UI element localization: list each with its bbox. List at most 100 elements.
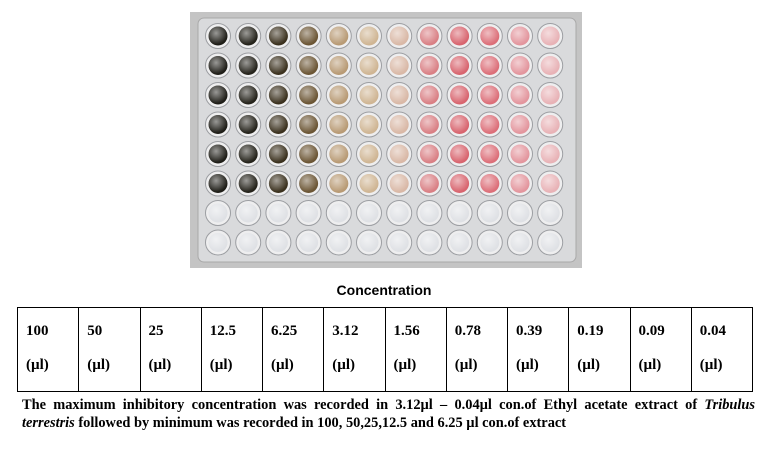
well-highlight	[268, 85, 288, 105]
well-highlight	[419, 233, 439, 252]
well-highlight	[389, 115, 409, 134]
table-cell: 3.12 (µl)	[323, 307, 386, 392]
well-highlight	[268, 203, 288, 223]
well-highlight	[480, 203, 500, 223]
well-highlight	[389, 56, 409, 75]
plate-body	[197, 17, 577, 263]
well-highlight	[540, 203, 560, 223]
well-highlight	[540, 115, 560, 134]
well-highlight	[510, 144, 530, 164]
table-cell: 100 (µl)	[16, 307, 80, 392]
well-highlight	[389, 26, 409, 46]
well-highlight	[540, 144, 560, 164]
well-highlight	[510, 26, 530, 46]
well-highlight	[329, 174, 349, 193]
well-highlight	[359, 56, 379, 75]
table-row: 100 (µl) 50 (µl) 25 (µl) 12.5 (µl) 6.25 (µl) …	[16, 307, 754, 392]
well-highlight	[268, 174, 288, 193]
well-highlight	[299, 115, 319, 134]
table-cell: 6.25 (µl)	[261, 307, 325, 392]
well-highlight	[329, 115, 349, 134]
well-highlight	[208, 233, 228, 252]
well-highlight	[389, 203, 409, 223]
well-highlight	[540, 233, 560, 252]
well-highlight	[268, 233, 288, 252]
well-highlight	[480, 233, 500, 252]
well-highlight	[238, 85, 258, 105]
well-highlight	[510, 56, 530, 75]
well-highlight	[359, 85, 379, 105]
96-well-plate-icon	[190, 12, 582, 268]
well-highlight	[419, 203, 439, 223]
well-highlight	[419, 115, 439, 134]
well-highlight	[238, 203, 258, 223]
well-highlight	[208, 203, 228, 223]
well-highlight	[450, 56, 470, 75]
well-highlight	[419, 56, 439, 75]
well-highlight	[268, 26, 288, 46]
well-highlight	[329, 203, 349, 223]
well-highlight	[480, 85, 500, 105]
well-highlight	[389, 85, 409, 105]
well-highlight	[359, 233, 379, 252]
well-highlight	[480, 115, 500, 134]
well-highlight	[329, 56, 349, 75]
plate-photo	[190, 12, 582, 268]
well-highlight	[329, 26, 349, 46]
table-cell: 0.04 (µl)	[690, 307, 754, 392]
well-highlight	[540, 85, 560, 105]
concentration-table: 100 (µl) 50 (µl) 25 (µl) 12.5 (µl) 6.25 (µl) …	[16, 307, 754, 392]
well-highlight	[450, 115, 470, 134]
well-highlight	[268, 144, 288, 164]
well-highlight	[329, 85, 349, 105]
table-cell: 50 (µl)	[78, 307, 141, 392]
well-highlight	[208, 85, 228, 105]
table-cell: 0.78 (µl)	[445, 307, 509, 392]
well-highlight	[480, 56, 500, 75]
well-highlight	[510, 85, 530, 105]
result-note: The maximum inhibitory concentration was…	[22, 397, 755, 431]
table-cell: 12.5 (µl)	[200, 307, 264, 392]
well-highlight	[480, 174, 500, 193]
well-highlight	[299, 144, 319, 164]
well-highlight	[329, 144, 349, 164]
well-highlight	[208, 115, 228, 134]
well-highlight	[329, 233, 349, 252]
well-highlight	[359, 26, 379, 46]
well-highlight	[299, 174, 319, 193]
well-highlight	[238, 174, 258, 193]
well-highlight	[419, 26, 439, 46]
well-highlight	[238, 56, 258, 75]
well-highlight	[510, 233, 530, 252]
well-highlight	[450, 233, 470, 252]
well-highlight	[238, 26, 258, 46]
well-highlight	[299, 26, 319, 46]
well-highlight	[268, 56, 288, 75]
table-cell: 0.39 (µl)	[506, 307, 570, 392]
well-highlight	[389, 144, 409, 164]
well-highlight	[359, 203, 379, 223]
well-highlight	[208, 56, 228, 75]
well-highlight	[419, 85, 439, 105]
well-highlight	[510, 203, 530, 223]
well-highlight	[299, 203, 319, 223]
well-highlight	[540, 174, 560, 193]
well-highlight	[238, 233, 258, 252]
well-highlight	[238, 115, 258, 134]
well-highlight	[208, 26, 228, 46]
table-cell: 0.19 (µl)	[568, 307, 631, 392]
well-highlight	[208, 144, 228, 164]
well-highlight	[510, 174, 530, 193]
well-grid	[205, 23, 564, 256]
well-highlight	[238, 144, 258, 164]
well-highlight	[389, 174, 409, 193]
well-highlight	[359, 174, 379, 193]
table-cell: 0.09 (µl)	[629, 307, 692, 392]
well-highlight	[540, 56, 560, 75]
well-highlight	[450, 174, 470, 193]
well-highlight	[299, 85, 319, 105]
well-highlight	[540, 26, 560, 46]
figure-caption: Concentration	[336, 282, 432, 298]
table-cell: 1.56 (µl)	[384, 307, 447, 392]
well-highlight	[480, 26, 500, 46]
